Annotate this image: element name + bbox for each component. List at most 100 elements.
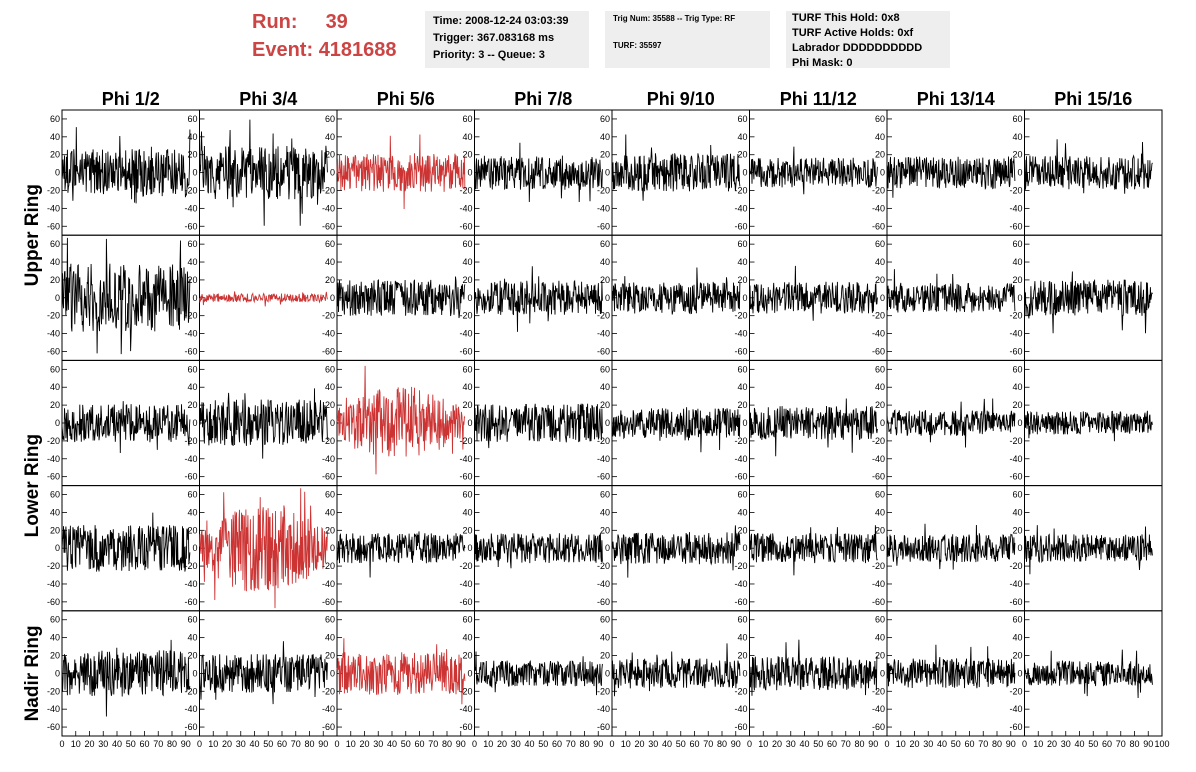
y-tick-label: 20 xyxy=(737,651,747,661)
y-tick-label: -20 xyxy=(184,185,197,195)
y-tick-label: 0 xyxy=(467,418,472,428)
y-tick-label: -20 xyxy=(734,311,747,321)
y-tick-label: 40 xyxy=(187,132,197,142)
x-tick-label: 40 xyxy=(524,739,534,749)
y-tick-label: -60 xyxy=(597,722,610,732)
y-tick-label: 40 xyxy=(462,257,472,267)
x-tick-label: 40 xyxy=(1074,739,1084,749)
y-tick-label: -40 xyxy=(1009,579,1022,589)
y-tick-label: 0 xyxy=(467,668,472,678)
run-line: Run: 39 xyxy=(252,8,397,36)
x-tick-label: 0 xyxy=(1022,739,1027,749)
y-tick-label: -40 xyxy=(872,203,885,213)
run-label: Run: xyxy=(252,11,298,33)
y-tick-label: 40 xyxy=(187,507,197,517)
y-tick-label: 20 xyxy=(1012,150,1022,160)
y-tick-label: 20 xyxy=(875,150,885,160)
y-tick-label: -40 xyxy=(872,454,885,464)
y-tick-label: -20 xyxy=(734,686,747,696)
x-tick-label: 80 xyxy=(442,739,452,749)
x-tick-label: 10 xyxy=(1033,739,1043,749)
y-tick-label: 60 xyxy=(737,364,747,374)
y-tick-label: -20 xyxy=(322,311,335,321)
x-tick-label: 40 xyxy=(937,739,947,749)
y-tick-label: -20 xyxy=(459,311,472,321)
y-tick-label: 20 xyxy=(1012,651,1022,661)
y-tick-label: 20 xyxy=(325,651,335,661)
y-tick-label: -60 xyxy=(1009,597,1022,607)
x-tick-label: 10 xyxy=(71,739,81,749)
y-tick-label: 40 xyxy=(600,257,610,267)
x-tick-label: 30 xyxy=(1061,739,1071,749)
x-tick-label: 0 xyxy=(472,739,477,749)
triggered-waveform xyxy=(336,134,466,210)
y-tick-label: -20 xyxy=(459,686,472,696)
x-tick-label: 40 xyxy=(112,739,122,749)
y-tick-label: -60 xyxy=(322,597,335,607)
y-tick-label: 0 xyxy=(1017,543,1022,553)
y-tick-label: 60 xyxy=(187,615,197,625)
y-tick-label: -60 xyxy=(1009,221,1022,231)
y-tick-label: 20 xyxy=(1012,275,1022,285)
row-label-2: Lower Ring xyxy=(22,434,43,537)
y-tick-label: -60 xyxy=(184,597,197,607)
y-tick-label: 0 xyxy=(880,668,885,678)
x-tick-label: 90 xyxy=(181,739,191,749)
y-tick-label: 60 xyxy=(875,239,885,249)
priority-line: Priority: 3 -- Queue: 3 xyxy=(433,49,545,61)
waveform xyxy=(886,398,1016,448)
y-tick-label: 60 xyxy=(875,615,885,625)
column-header-5: Phi 9/10 xyxy=(647,89,715,109)
x-tick-label: 20 xyxy=(1047,739,1057,749)
y-tick-label: -20 xyxy=(1009,561,1022,571)
y-tick-label: 20 xyxy=(600,525,610,535)
waveform xyxy=(199,388,328,459)
x-tick-label: 40 xyxy=(662,739,672,749)
x-tick-label: 80 xyxy=(717,739,727,749)
y-tick-label: -60 xyxy=(1009,472,1022,482)
y-tick-label: -60 xyxy=(597,597,610,607)
y-tick-label: -20 xyxy=(597,436,610,446)
y-tick-label: -60 xyxy=(47,722,60,732)
panel-frame xyxy=(749,234,888,361)
y-tick-label: 40 xyxy=(50,132,60,142)
x-tick-label: 70 xyxy=(153,739,163,749)
column-header-1: Phi 1/2 xyxy=(102,89,160,109)
x-tick-label: 50 xyxy=(676,739,686,749)
y-tick-label: 0 xyxy=(192,293,197,303)
x-tick-label: 50 xyxy=(538,739,548,749)
y-tick-label: -20 xyxy=(459,561,472,571)
y-tick-label: 0 xyxy=(742,293,747,303)
y-tick-label: -60 xyxy=(459,346,472,356)
y-tick-label: -60 xyxy=(47,472,60,482)
y-tick-label: 20 xyxy=(462,275,472,285)
waveform xyxy=(886,523,1016,570)
y-tick-label: 40 xyxy=(1012,507,1022,517)
y-tick-label: 0 xyxy=(880,543,885,553)
y-tick-label: 0 xyxy=(330,543,335,553)
trigger-info-box: Trig Num: 35588 -- Trig Type: RF TURF: 3… xyxy=(605,11,770,68)
x-tick-label: 20 xyxy=(497,739,507,749)
y-tick-label: 0 xyxy=(742,668,747,678)
y-tick-label: 60 xyxy=(462,114,472,124)
y-tick-label: 20 xyxy=(462,525,472,535)
y-tick-label: 40 xyxy=(875,382,885,392)
x-tick-label: 90 xyxy=(593,739,603,749)
y-tick-label: 0 xyxy=(192,543,197,553)
x-tick-label: 30 xyxy=(923,739,933,749)
run-event-header: Run: 39 Event: 4181688 xyxy=(252,8,397,64)
y-tick-label: 0 xyxy=(1017,293,1022,303)
y-tick-label: -20 xyxy=(734,185,747,195)
x-tick-label: 90 xyxy=(318,739,328,749)
y-tick-label: -40 xyxy=(184,704,197,714)
y-tick-label: 60 xyxy=(325,364,335,374)
waveform xyxy=(61,237,191,355)
y-tick-label: -20 xyxy=(872,436,885,446)
x-tick-label: 70 xyxy=(428,739,438,749)
x-tick-label: 10 xyxy=(483,739,493,749)
y-tick-label: -60 xyxy=(597,221,610,231)
y-tick-label: -60 xyxy=(184,472,197,482)
y-tick-label: 60 xyxy=(737,615,747,625)
y-tick-label: -40 xyxy=(1009,454,1022,464)
y-tick-label: 20 xyxy=(600,651,610,661)
